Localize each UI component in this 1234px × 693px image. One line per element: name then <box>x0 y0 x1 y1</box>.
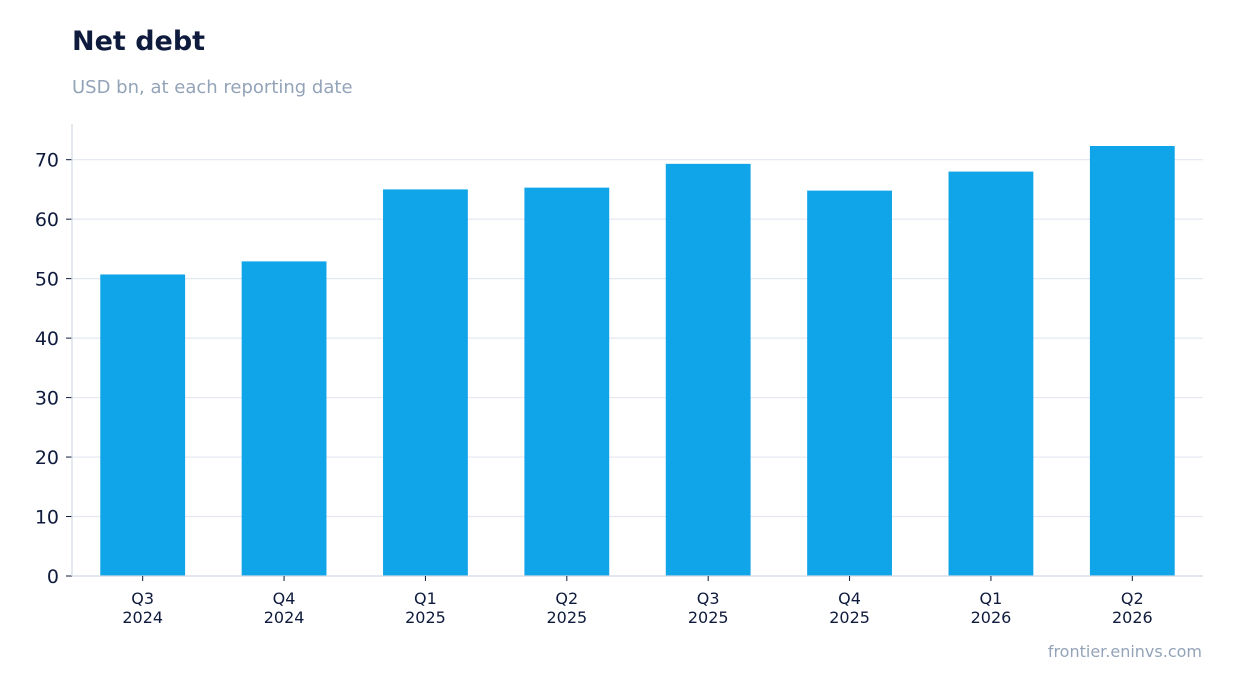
bar <box>948 171 1034 576</box>
bar <box>100 274 186 576</box>
y-tick-label: 40 <box>35 328 59 350</box>
x-tick-label: Q3 2024 <box>122 589 163 627</box>
bar <box>665 163 751 577</box>
bar <box>383 189 468 576</box>
bar <box>241 261 327 576</box>
source-credit: frontier.eninvs.com <box>1047 642 1202 661</box>
x-tick-label: Q4 2024 <box>264 589 305 627</box>
x-tick-label: Q1 2026 <box>971 589 1012 627</box>
x-tick-label: Q2 2026 <box>1112 589 1153 627</box>
y-tick-label: 20 <box>35 447 59 469</box>
y-tick-label: 0 <box>47 566 59 588</box>
y-tick-label: 10 <box>35 507 59 529</box>
chart-subtitle: USD bn, at each reporting date <box>72 77 353 98</box>
axis-layer: 0 10 20 30 40 50 60 70 Q3 2024 Q4 2024 Q1 2025 Q2 2025 Q… <box>35 124 1203 627</box>
x-tick-label: Q3 2025 <box>688 589 729 627</box>
bar <box>524 187 610 576</box>
y-tick-label: 30 <box>35 388 59 410</box>
bar <box>807 190 892 576</box>
bar-layer <box>100 146 1175 577</box>
y-tick-label: 70 <box>35 150 59 172</box>
y-tick-label: 60 <box>35 209 59 231</box>
x-tick-label: Q1 2025 <box>405 589 446 627</box>
bar <box>1089 146 1175 577</box>
x-tick-label: Q2 2025 <box>546 589 587 627</box>
chart-title: Net debt <box>72 26 206 57</box>
y-tick-label: 50 <box>35 269 59 291</box>
x-tick-label: Q4 2025 <box>829 589 870 627</box>
